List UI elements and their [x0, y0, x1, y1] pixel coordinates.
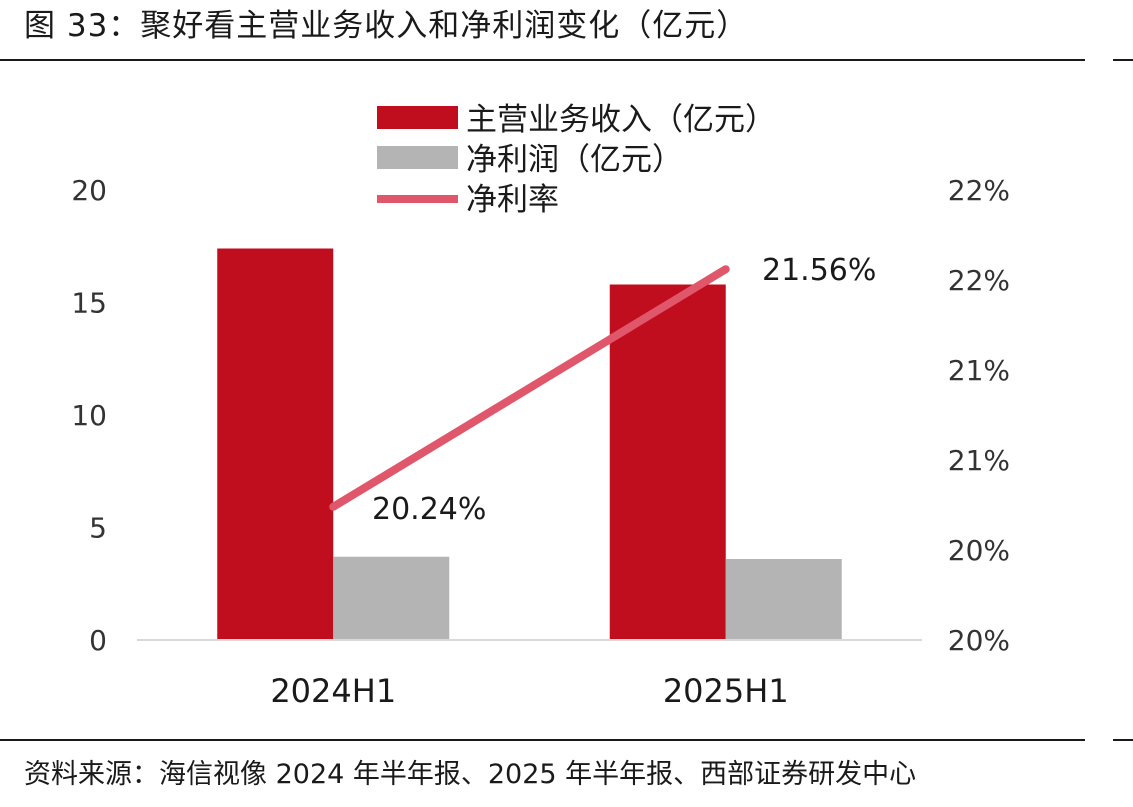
right-axis-tick-label: 20% [948, 534, 1010, 567]
top-rule-end [1113, 59, 1133, 61]
right-axis-tick-label: 21% [948, 354, 1010, 387]
bar-revenue [217, 248, 334, 640]
source-note: 资料来源：海信视像 2024 年半年报、2025 年半年报、西部证券研发中心 [24, 759, 917, 790]
left-axis-tick-label: 20 [71, 174, 107, 207]
top-rule [0, 59, 1085, 61]
legend-label-profit: 净利润（亿元） [466, 142, 683, 178]
bar-revenue [609, 284, 726, 640]
legend-swatch-revenue [377, 106, 458, 129]
net-margin-point [721, 265, 730, 274]
bar-profit [333, 556, 450, 640]
x-axis-category-label: 2024H1 [270, 672, 396, 710]
plot-area: 0 5 10 15 20 20% 20% 21% 21% 22% 22% 2024H1 2025H1 20… [71, 174, 1010, 710]
x-axis-category-label: 2025H1 [663, 672, 789, 710]
right-axis-tick-label: 22% [948, 174, 1010, 207]
bar-profit [725, 559, 842, 640]
left-axis-tick-label: 15 [71, 287, 107, 320]
left-axis-tick-label: 5 [89, 512, 107, 545]
legend: 主营业务收入（亿元） 净利润（亿元） 净利率 [377, 102, 776, 218]
bottom-rule [0, 739, 1085, 741]
net-margin-data-label: 21.56% [762, 253, 876, 288]
legend-label-revenue: 主营业务收入（亿元） [466, 102, 776, 138]
legend-label-margin: 净利率 [466, 182, 559, 218]
legend-swatch-profit [377, 146, 458, 169]
bottom-rule-end [1113, 739, 1133, 741]
right-axis-tick-label: 22% [948, 264, 1010, 297]
right-axis-tick-label: 21% [948, 444, 1010, 477]
left-axis-tick-label: 0 [89, 624, 107, 657]
left-axis-tick-label: 10 [71, 399, 107, 432]
line-net-margin [331, 265, 728, 511]
right-axis-tick-label: 20% [948, 624, 1010, 657]
net-margin-data-label: 20.24% [372, 492, 486, 527]
net-margin-point [329, 502, 338, 511]
figure-title: 图 33：聚好看主营业务收入和净利润变化（亿元） [24, 8, 749, 44]
